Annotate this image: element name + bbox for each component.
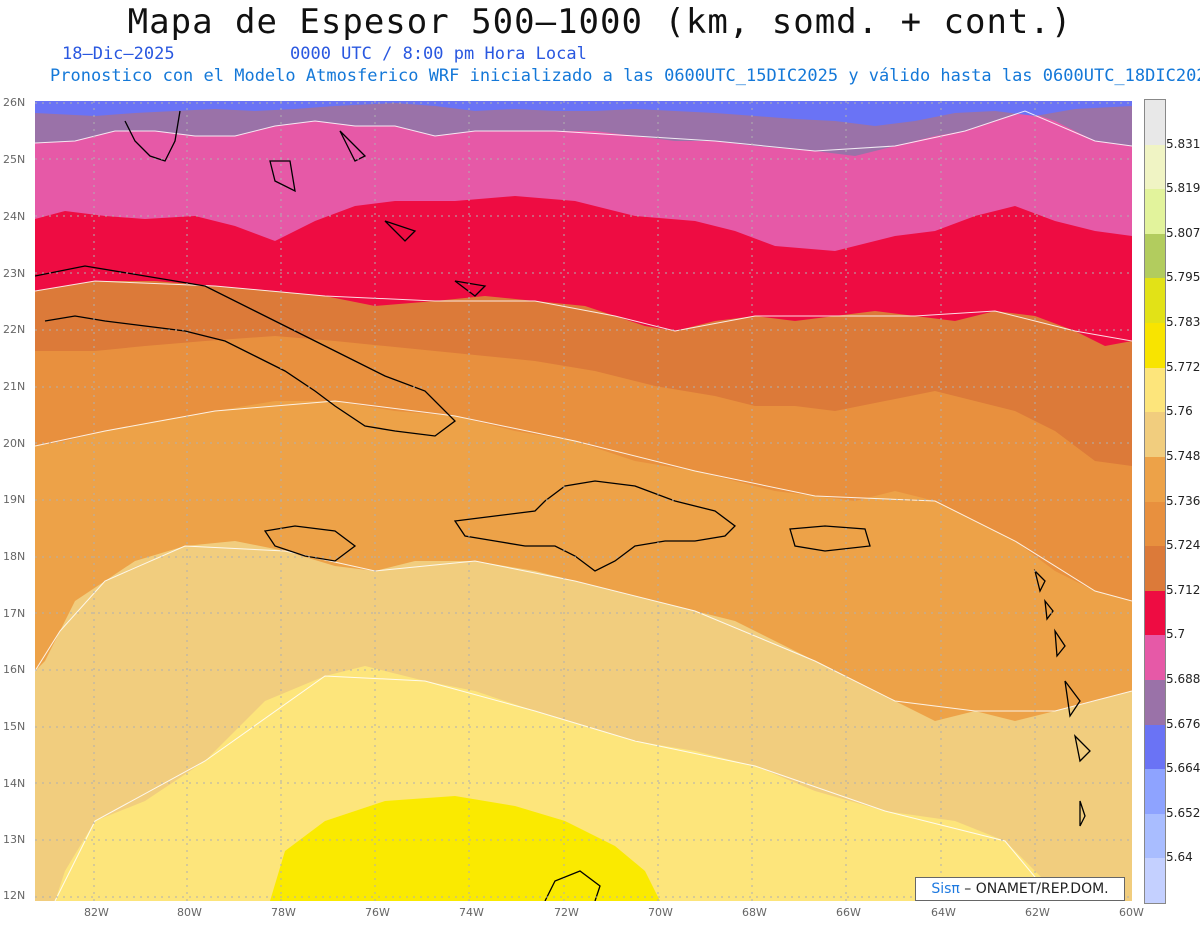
lat-label: 23N	[3, 267, 26, 280]
band-5664	[35, 101, 1132, 126]
lon-label: 62W	[1025, 906, 1050, 919]
legend-label: 5.736	[1166, 493, 1200, 508]
contour-lines	[35, 110, 1132, 901]
lat-label: 16N	[3, 663, 26, 676]
map-canvas	[35, 101, 1132, 901]
forecast-date: 18–Dic–2025	[62, 44, 175, 64]
legend-swatch	[1145, 412, 1165, 458]
lon-label: 64W	[931, 906, 956, 919]
thickness-map	[35, 101, 1132, 901]
legend-swatch	[1145, 100, 1165, 146]
forecast-note: Pronostico con el Modelo Atmosferico WRF…	[50, 66, 1200, 86]
lon-label: 68W	[742, 906, 767, 919]
legend-label: 5.664	[1166, 761, 1200, 776]
legend-swatch	[1145, 189, 1165, 235]
legend-label: 5.819	[1166, 181, 1200, 196]
legend-label: 5.724	[1166, 538, 1200, 553]
band-5783	[270, 796, 660, 901]
legend-swatch	[1145, 323, 1165, 369]
legend-label: 5.783	[1166, 315, 1200, 330]
lat-label: 13N	[3, 833, 26, 846]
legend-label: 5.712	[1166, 582, 1200, 597]
lat-label: 25N	[3, 153, 26, 166]
legend-swatch	[1145, 546, 1165, 592]
legend-label: 5.748	[1166, 448, 1200, 463]
lat-label: 12N	[3, 889, 26, 902]
legend-label: 5.652	[1166, 805, 1200, 820]
credit-brand: Sisπ	[931, 881, 960, 897]
lat-label: 18N	[3, 550, 26, 563]
legend-label: 5.772	[1166, 359, 1200, 374]
lat-label: 14N	[3, 777, 26, 790]
lon-label: 60W	[1119, 906, 1144, 919]
lon-label: 76W	[365, 906, 390, 919]
color-legend-labels: 5.831 5.819 5.807 5.795 5.783 5.772 5.76 5.748 5…	[1166, 99, 1200, 902]
legend-swatch	[1145, 679, 1165, 726]
legend-label: 5.7	[1166, 627, 1186, 642]
legend-swatch	[1145, 367, 1165, 413]
credit-text: – ONAMET/REP.DOM.	[959, 881, 1109, 897]
legend-swatch	[1145, 456, 1165, 502]
legend-swatch	[1145, 635, 1165, 681]
credit-box: Sisπ – ONAMET/REP.DOM.	[915, 877, 1125, 901]
lon-label: 72W	[554, 906, 579, 919]
legend-label: 5.807	[1166, 225, 1200, 240]
lon-label: 66W	[836, 906, 861, 919]
color-legend	[1144, 99, 1166, 904]
lat-label: 26N	[3, 96, 26, 109]
lat-label: 20N	[3, 437, 26, 450]
coastlines	[35, 110, 1091, 901]
lat-label: 15N	[3, 720, 26, 733]
lat-label: 21N	[3, 380, 26, 393]
lat-label: 19N	[3, 493, 26, 506]
legend-label: 5.831	[1166, 136, 1200, 151]
lon-label: 82W	[84, 906, 109, 919]
legend-label: 5.64	[1166, 850, 1193, 865]
legend-swatch	[1145, 590, 1165, 636]
graticule	[35, 101, 1132, 901]
lat-label: 22N	[3, 323, 26, 336]
legend-swatch	[1145, 858, 1165, 904]
lat-label: 24N	[3, 210, 26, 223]
legend-swatch	[1145, 724, 1165, 770]
forecast-time: 0000 UTC / 8:00 pm Hora Local	[290, 44, 587, 64]
lat-label: 17N	[3, 607, 26, 620]
legend-swatch	[1145, 813, 1165, 859]
legend-label: 5.795	[1166, 270, 1200, 285]
lon-label: 74W	[459, 906, 484, 919]
legend-label: 5.688	[1166, 671, 1200, 686]
legend-swatch	[1145, 233, 1165, 279]
legend-swatch	[1145, 278, 1165, 324]
lon-label: 70W	[648, 906, 673, 919]
map-title: Mapa de Espesor 500–1000 (km, somd. + co…	[127, 2, 1073, 42]
lon-label: 78W	[271, 906, 296, 919]
legend-swatch	[1145, 144, 1165, 190]
legend-swatch	[1145, 769, 1165, 815]
legend-label: 5.76	[1166, 404, 1193, 419]
lon-label: 80W	[177, 906, 202, 919]
legend-label: 5.676	[1166, 716, 1200, 731]
legend-swatch	[1145, 501, 1165, 547]
